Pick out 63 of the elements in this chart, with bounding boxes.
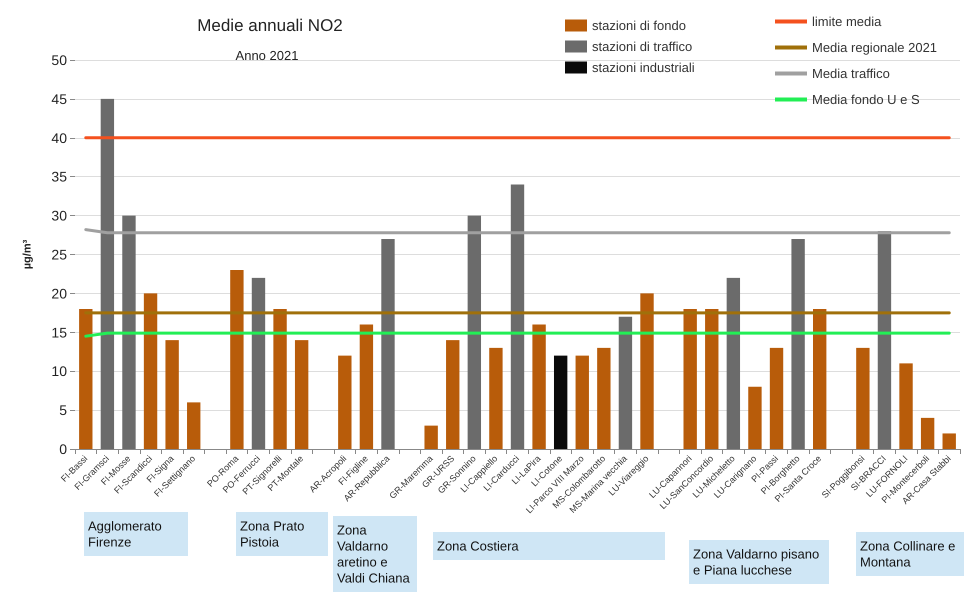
y-tick-label: 25 xyxy=(51,246,68,262)
y-tick-label: 40 xyxy=(51,130,68,146)
legend-label: stazioni di traffico xyxy=(592,39,692,54)
y-tick-label: 10 xyxy=(51,363,68,380)
bar xyxy=(252,278,266,449)
text: Zona Prato Pistoia xyxy=(240,518,308,550)
bar xyxy=(532,324,546,449)
legend-label: limite media xyxy=(812,14,882,29)
bar xyxy=(187,402,200,449)
bar xyxy=(510,184,524,449)
chart-subtitle: Anno 2021 xyxy=(236,48,298,63)
legend-label: Media traffico xyxy=(812,66,890,81)
legend-label: Media regionale 2021 xyxy=(812,40,938,55)
bar xyxy=(424,426,438,449)
bar xyxy=(683,308,697,449)
bar xyxy=(489,348,503,449)
bar xyxy=(770,348,784,449)
bar xyxy=(748,386,762,449)
bar xyxy=(468,216,482,449)
y-tick-label: 20 xyxy=(51,285,68,302)
bar xyxy=(122,216,136,449)
bar xyxy=(791,238,805,449)
bar xyxy=(899,363,913,449)
bar xyxy=(618,316,632,449)
bar xyxy=(878,231,892,449)
bar xyxy=(554,356,568,449)
bar xyxy=(79,308,92,449)
bar xyxy=(165,340,179,449)
bar xyxy=(381,238,395,449)
bar xyxy=(273,308,287,449)
y-tick-label: 45 xyxy=(51,90,68,107)
bar xyxy=(446,340,460,449)
bar xyxy=(856,348,870,449)
bar xyxy=(360,324,374,449)
text: Zona Costiera xyxy=(437,538,520,554)
bar xyxy=(294,340,308,449)
legend-label: stazioni industriali xyxy=(592,60,695,75)
bar xyxy=(597,348,611,449)
bar xyxy=(338,356,352,449)
text: Agglomerato Firenze xyxy=(88,518,166,550)
bar xyxy=(813,308,826,449)
bar xyxy=(920,418,934,449)
bar xyxy=(230,270,244,449)
y-tick-label: 30 xyxy=(51,208,68,224)
y-tick-label: 5 xyxy=(59,402,68,418)
y-tick-label: 50 xyxy=(51,52,68,68)
chart-title: Medie annuali NO2 xyxy=(197,16,343,35)
legend-label: stazioni di fondo xyxy=(592,18,686,33)
y-tick-label: 15 xyxy=(51,324,68,340)
text: Zona Valdarno aretino e Valdi Chiana xyxy=(337,522,411,586)
text: Zona Valdarno pisano e Piana lucchese xyxy=(693,546,823,578)
bar xyxy=(576,356,589,449)
bar xyxy=(705,308,718,449)
bar xyxy=(100,98,114,449)
y-axis-title: µg/m³ xyxy=(22,239,34,270)
bar xyxy=(144,293,158,449)
bar xyxy=(726,278,740,449)
text: Zona Collinare e Montana xyxy=(860,538,959,570)
bar xyxy=(640,293,654,449)
legend-label: Media fondo U e S xyxy=(812,92,920,107)
bar xyxy=(942,433,956,449)
y-tick-label: 35 xyxy=(51,168,68,185)
y-tick-label: 0 xyxy=(59,441,68,457)
